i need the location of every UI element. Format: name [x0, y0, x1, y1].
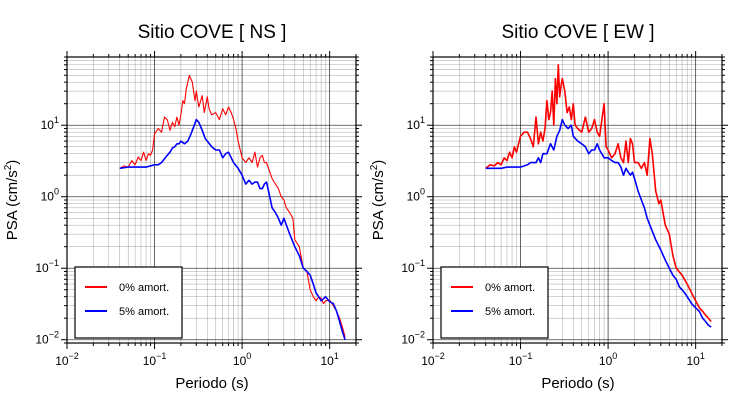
y-tick-label: 10−1 [35, 258, 59, 275]
legend-box [440, 266, 549, 339]
y-axis-label: PSA (cm/s2) [3, 160, 21, 241]
x-tick-label: 10−1 [143, 351, 167, 368]
legend-label: 0% amort. [485, 282, 535, 294]
chart-title: Sitio COVE [ EW ] [501, 22, 654, 43]
chart-panel-1: 10−2 10−1 100 101 10−2 10−1 100 101 Sitio COVE [… [3, 22, 362, 392]
series-line-blue-5pct [119, 118, 346, 340]
y-tick-label: 100 [407, 187, 425, 204]
legend-label: 5% amort. [485, 306, 535, 318]
legend: 0% amort. 5% amort. [440, 266, 549, 339]
chart-title: Sitio COVE [ NS ] [138, 22, 287, 43]
legend-box [74, 266, 183, 339]
y-axis-label: PSA (cm/s2) [369, 160, 387, 241]
y-tick-label: 10−2 [35, 330, 59, 347]
y-tick-label: 10−1 [401, 258, 425, 275]
chart-panel-2: 10−2 10−1 100 101 10−2 10−1 100 101 Sitio COVE [… [369, 22, 728, 392]
y-tick-label: 101 [407, 115, 425, 132]
x-tick-label: 10−2 [421, 351, 445, 368]
y-tick-label: 100 [41, 187, 59, 204]
legend: 0% amort. 5% amort. [74, 266, 183, 339]
x-tick-label: 100 [233, 351, 251, 368]
x-tick-label: 100 [599, 351, 617, 368]
legend-label: 0% amort. [119, 282, 169, 294]
x-axis-label: Periodo (s) [175, 375, 248, 392]
x-axis-label: Periodo (s) [541, 375, 614, 392]
series-line-blue-5pct [485, 118, 712, 328]
y-tick-label: 101 [41, 115, 59, 132]
legend-label: 5% amort. [119, 306, 169, 318]
x-tick-label: 101 [320, 351, 338, 368]
x-tick-label: 10−2 [55, 351, 79, 368]
y-tick-label: 10−2 [401, 330, 425, 347]
series-line-red-0pct [485, 64, 712, 323]
x-tick-label: 10−1 [509, 351, 533, 368]
x-tick-label: 101 [686, 351, 704, 368]
